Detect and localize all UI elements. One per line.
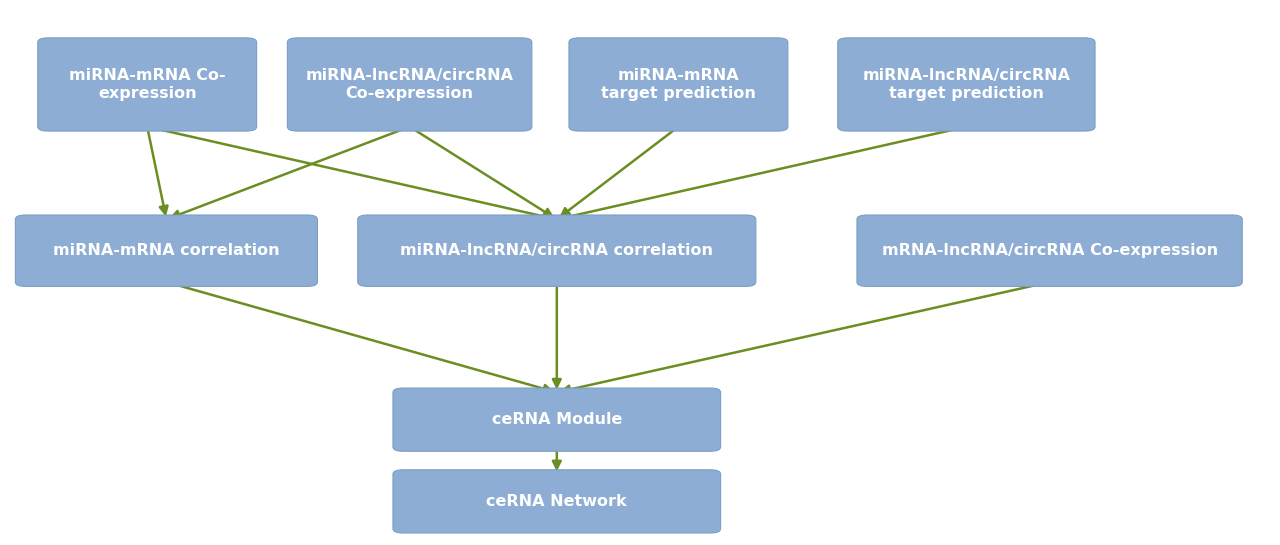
FancyBboxPatch shape [288,38,532,131]
Text: miRNA-lncRNA/circRNA
Co-expression: miRNA-lncRNA/circRNA Co-expression [306,68,513,101]
FancyBboxPatch shape [38,38,256,131]
FancyBboxPatch shape [838,38,1096,131]
Text: miRNA-mRNA Co-
expression: miRNA-mRNA Co- expression [69,68,225,101]
Text: mRNA-lncRNA/circRNA Co-expression: mRNA-lncRNA/circRNA Co-expression [882,243,1217,258]
Text: miRNA-lncRNA/circRNA
target prediction: miRNA-lncRNA/circRNA target prediction [863,68,1070,101]
FancyBboxPatch shape [858,215,1242,286]
Text: miRNA-mRNA
target prediction: miRNA-mRNA target prediction [602,68,755,101]
FancyBboxPatch shape [393,388,721,451]
FancyBboxPatch shape [358,215,755,286]
Text: ceRNA Network: ceRNA Network [486,494,627,509]
FancyBboxPatch shape [393,470,721,533]
FancyBboxPatch shape [15,215,317,286]
Text: miRNA-mRNA correlation: miRNA-mRNA correlation [52,243,280,258]
Text: miRNA-lncRNA/circRNA correlation: miRNA-lncRNA/circRNA correlation [401,243,713,258]
Text: ceRNA Module: ceRNA Module [492,412,622,427]
FancyBboxPatch shape [570,38,787,131]
